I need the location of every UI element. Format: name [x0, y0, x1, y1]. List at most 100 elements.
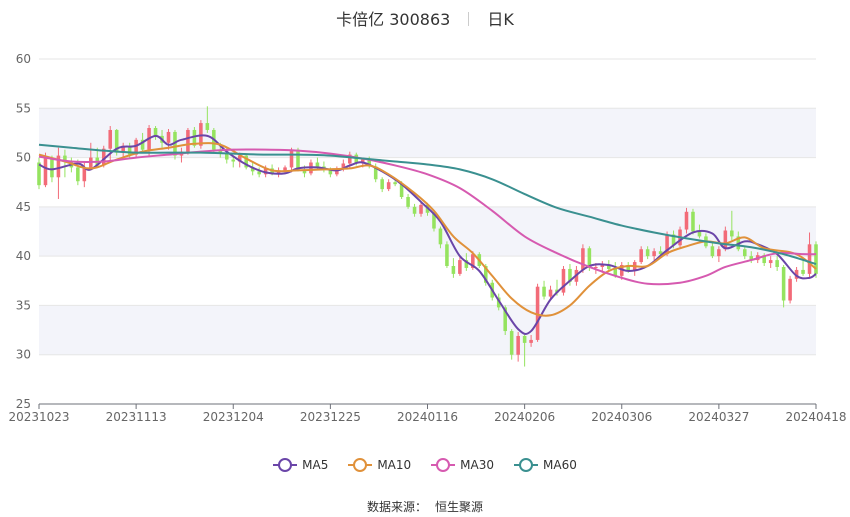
- candle-body: [814, 244, 818, 274]
- candle-body: [37, 162, 41, 186]
- candle-body: [496, 297, 501, 308]
- candle-body: [658, 251, 663, 255]
- legend-item-ma30[interactable]: MA30: [431, 458, 494, 472]
- x-tick-label: 20231113: [106, 410, 167, 424]
- candle-body: [367, 159, 372, 167]
- y-tick-label: 60: [16, 52, 31, 66]
- legend-label: MA10: [377, 458, 412, 472]
- candle-body: [153, 128, 158, 136]
- candle-body: [471, 254, 475, 268]
- candle-body: [373, 166, 378, 180]
- candle-body: [328, 169, 333, 175]
- candle-body: [166, 131, 171, 143]
- candle-body: [568, 268, 572, 282]
- candle-body: [199, 123, 203, 146]
- candle-body: [101, 148, 106, 166]
- candle-body: [464, 260, 469, 268]
- candle-body: [231, 159, 236, 162]
- candle-body: [749, 256, 754, 261]
- candle-body: [315, 162, 320, 167]
- candle-body: [438, 228, 443, 245]
- candle-body: [445, 244, 449, 266]
- candle-body: [43, 157, 48, 186]
- candle-body: [192, 129, 197, 146]
- candle-body: [393, 182, 397, 185]
- y-tick-label: 35: [16, 298, 31, 312]
- data-source: 数据来源： 恒生聚源: [0, 498, 850, 515]
- legend-label: MA30: [460, 458, 495, 472]
- candle-body: [399, 184, 404, 197]
- ma-line-ma5: [38, 134, 817, 335]
- candle-body: [412, 206, 417, 214]
- period-label: 日K: [487, 10, 514, 29]
- x-tick-label: 20240418: [785, 410, 846, 424]
- candle-body: [50, 157, 54, 178]
- candle-body: [697, 231, 702, 237]
- candle-body: [244, 155, 248, 168]
- y-tick-label: 45: [16, 200, 31, 214]
- candle-body: [114, 129, 119, 153]
- legend-item-ma60[interactable]: MA60: [514, 458, 577, 472]
- candle-body: [509, 331, 514, 355]
- legend-item-ma5[interactable]: MA5: [273, 458, 328, 472]
- candle-body: [250, 167, 255, 172]
- legend-marker-icon: [431, 458, 456, 472]
- legend-item-ma10[interactable]: MA10: [348, 458, 411, 472]
- candle-body: [237, 155, 242, 162]
- candle-body: [801, 269, 805, 274]
- title-divider: [468, 12, 470, 26]
- candle-body: [775, 260, 779, 267]
- x-tick-label: 20240116: [397, 410, 458, 424]
- x-tick-label: 20231225: [300, 410, 361, 424]
- source-label: 数据来源：: [366, 500, 427, 514]
- candle-body: [742, 249, 747, 257]
- y-tick-label: 50: [16, 151, 31, 165]
- candle-body: [535, 286, 540, 340]
- candle-body: [762, 255, 766, 264]
- candle-body: [134, 139, 138, 155]
- x-tick-label: 20231204: [203, 410, 264, 424]
- candle-body: [360, 159, 365, 163]
- candle-body: [451, 266, 456, 274]
- candle-body: [503, 307, 507, 332]
- candle-body: [561, 268, 566, 293]
- legend-marker-icon: [273, 458, 298, 472]
- candle-body: [386, 182, 391, 190]
- candle-body: [645, 249, 650, 257]
- candle-body: [127, 145, 132, 155]
- candle-body: [607, 265, 611, 269]
- candle-body: [600, 265, 605, 267]
- candle-body: [108, 129, 113, 149]
- candle-body: [483, 266, 488, 283]
- legend-label: MA60: [543, 458, 577, 472]
- legend-label: MA5: [302, 458, 329, 472]
- candle-body: [257, 171, 261, 175]
- y-axis: 25 30 35 40 45 50 55 60: [16, 52, 31, 411]
- ma-line-ma60: [38, 143, 817, 265]
- candle-body: [335, 169, 339, 175]
- candle-body: [140, 139, 145, 150]
- stock-name-label: 卡倍亿 300863: [336, 10, 451, 29]
- candle-body: [419, 204, 423, 214]
- candle-body: [730, 230, 734, 237]
- legend-marker-icon: [348, 458, 373, 472]
- candle-body: [581, 248, 585, 270]
- x-tick-label: 20231023: [8, 410, 69, 424]
- candle-body: [224, 153, 229, 160]
- x-axis: 20231023 20231113 20231204 20231225 20240116…: [8, 403, 847, 424]
- candle-body: [710, 246, 715, 257]
- legend-marker-icon: [514, 458, 539, 472]
- y-tick-label: 25: [16, 397, 31, 411]
- candle-body: [723, 230, 728, 250]
- source-value: 恒生聚源: [435, 500, 484, 514]
- candle-body: [296, 149, 300, 170]
- candle-body: [63, 155, 67, 162]
- candle-body: [542, 286, 546, 297]
- candle-body: [205, 123, 210, 130]
- candle-body: [587, 248, 592, 268]
- candle-body: [768, 260, 773, 264]
- x-tick-label: 20240206: [494, 410, 555, 424]
- candle-body: [665, 234, 669, 255]
- candle-body: [516, 335, 520, 355]
